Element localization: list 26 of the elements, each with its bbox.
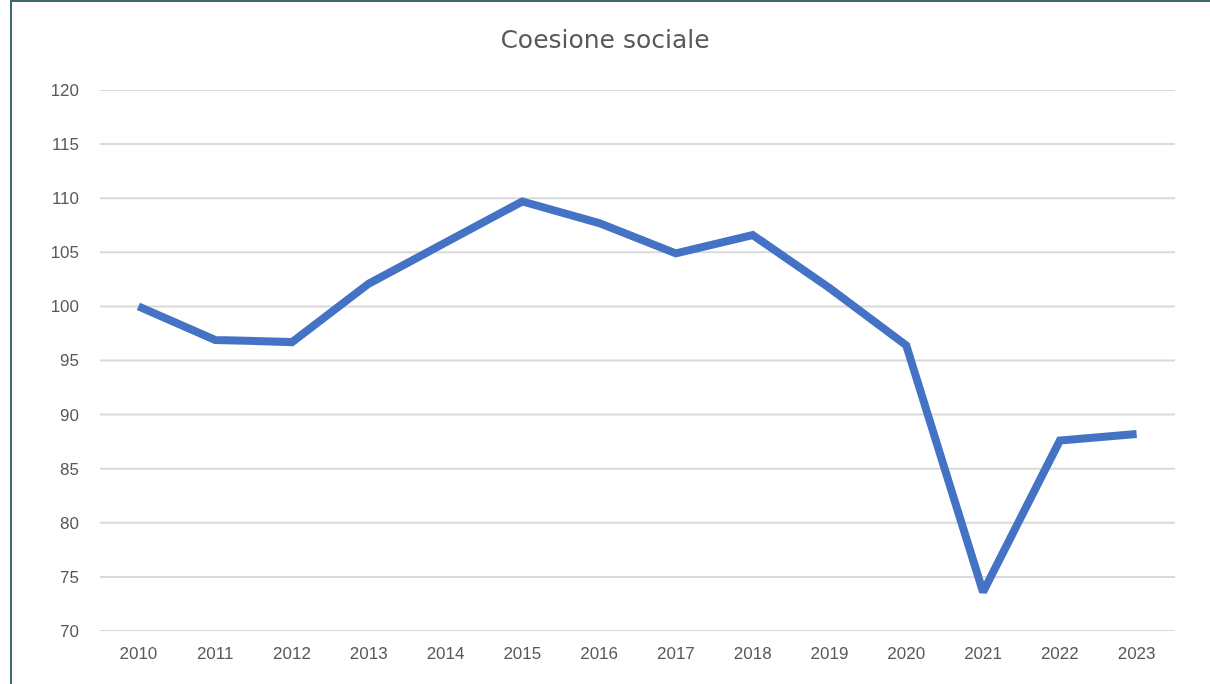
x-tick-label: 2023 — [1117, 644, 1156, 663]
x-tick-label: 2011 — [196, 644, 234, 663]
y-tick-label: 100 — [50, 297, 79, 317]
x-tick-label: 2010 — [119, 644, 158, 663]
x-tick-label: 2016 — [580, 644, 619, 663]
x-tick-label: 2015 — [503, 644, 542, 663]
y-tick-label: 105 — [50, 243, 79, 263]
x-tick-label: 2020 — [887, 644, 926, 663]
x-tick-label: 2021 — [964, 644, 1002, 663]
x-tick-label: 2019 — [810, 644, 849, 663]
y-tick-label: 80 — [60, 513, 79, 533]
x-tick-label: 2013 — [349, 644, 388, 663]
y-tick-label: 95 — [60, 351, 79, 371]
x-tick-label: 2014 — [426, 644, 465, 663]
y-tick-label: 90 — [60, 405, 79, 425]
x-tick-label: 2022 — [1040, 644, 1079, 663]
x-tick-label: 2018 — [733, 644, 772, 663]
y-tick-label: 120 — [50, 80, 79, 100]
y-tick-label: 115 — [51, 135, 79, 155]
y-tick-label: 85 — [60, 459, 79, 479]
y-tick-label: 110 — [51, 189, 79, 209]
y-tick-label: 75 — [60, 567, 79, 587]
x-tick-label: 2017 — [656, 644, 695, 663]
y-tick-label: 70 — [60, 621, 79, 641]
x-tick-label: 2012 — [273, 644, 311, 663]
chart-title: Coesione sociale — [500, 25, 710, 55]
